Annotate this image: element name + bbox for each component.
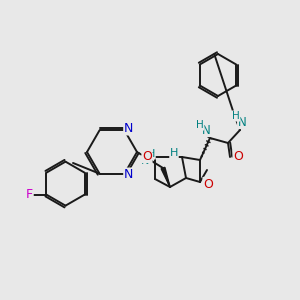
Polygon shape	[161, 167, 170, 187]
Text: N: N	[124, 122, 133, 135]
Text: N: N	[202, 124, 210, 136]
Text: H: H	[147, 149, 155, 159]
Text: H: H	[196, 120, 204, 130]
Text: H: H	[232, 111, 240, 121]
Text: O: O	[142, 149, 152, 163]
Text: N: N	[238, 116, 246, 128]
Text: H: H	[170, 148, 178, 158]
Text: N: N	[124, 168, 133, 181]
Text: O: O	[233, 151, 243, 164]
Text: F: F	[26, 188, 33, 201]
Text: O: O	[203, 178, 213, 190]
Text: N: N	[141, 156, 149, 166]
